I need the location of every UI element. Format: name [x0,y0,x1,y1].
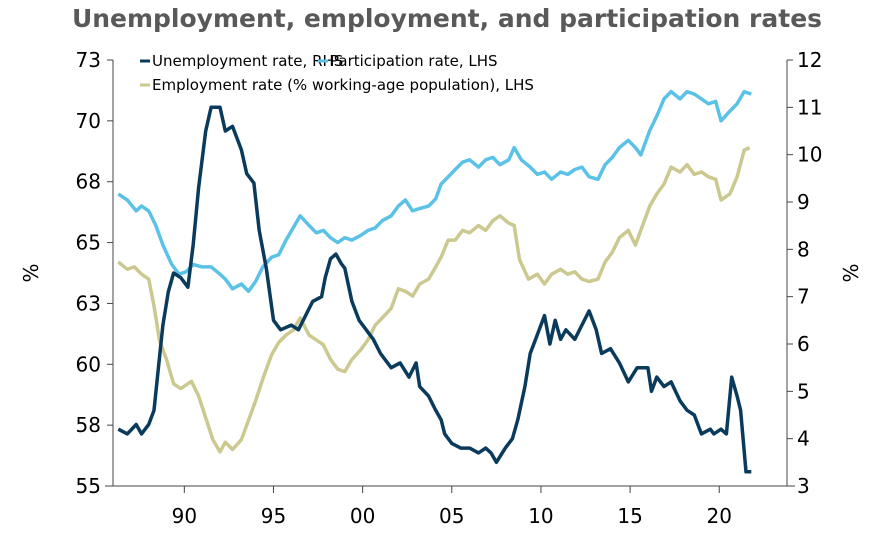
x-tick-label: 20 [707,504,732,528]
right-tick-label: 10 [797,143,822,167]
right-tick-label: 8 [797,237,810,261]
right-tick-label: 6 [797,332,810,356]
right-tick-label: 12 [797,48,822,72]
x-tick-label: 10 [528,504,553,528]
right-tick-label: 5 [797,379,810,403]
left-tick-label: 73 [76,48,101,72]
legend-label: Unemployment rate, RHS [152,52,343,70]
series-line-1 [117,89,752,294]
x-tick-label: 90 [172,504,197,528]
left-tick-label: 55 [76,474,101,498]
right-tick-label: 7 [797,285,810,309]
x-tick-label: 95 [261,504,286,528]
series-line-0 [117,105,752,474]
legend-label: Participation rate, LHS [330,52,498,70]
left-tick-label: 63 [76,291,101,315]
right-tick-label: 4 [797,427,810,451]
right-tick-label: 11 [797,95,822,119]
legend-label: Employment rate (% working-age populatio… [152,76,534,94]
right-axis-label: % [839,263,863,282]
left-tick-label: 60 [76,352,101,376]
left-tick-label: 68 [76,170,101,194]
left-tick-label: 70 [76,109,101,133]
x-tick-label: 05 [439,504,464,528]
left-axis-label: % [19,263,43,282]
left-tick-label: 65 [76,231,101,255]
right-tick-label: 3 [797,474,810,498]
right-tick-label: 9 [797,190,810,214]
x-tick-label: 00 [350,504,375,528]
left-tick-label: 58 [76,413,101,437]
x-tick-label: 15 [617,504,642,528]
chart-title: Unemployment, employment, and participat… [71,4,823,33]
series-line-2 [117,146,751,454]
